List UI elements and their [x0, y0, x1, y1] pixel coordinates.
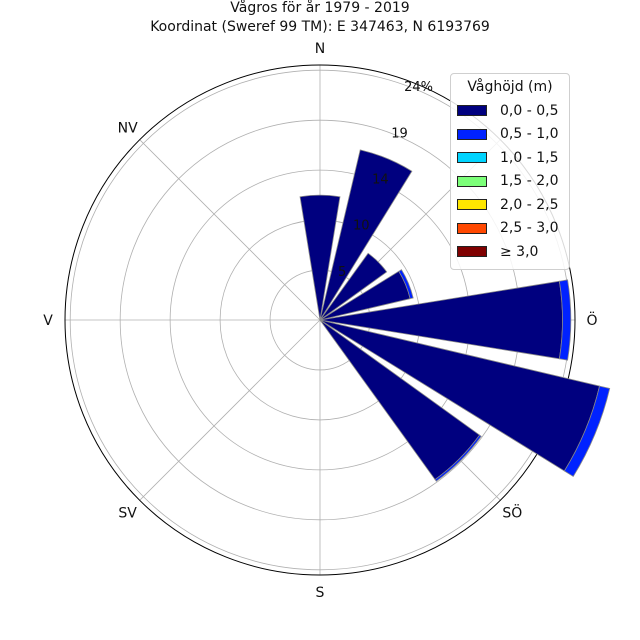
grid-spoke [139, 139, 321, 321]
legend-label: 1,5 - 2,0 [500, 173, 559, 190]
legend-entry: 2,5 - 3,0 [451, 217, 569, 241]
legend: Våghöjd (m) 0,0 - 0,5 0,5 - 1,0 1,0 - 1,5 1… [450, 73, 570, 270]
radial-ticks: 5 10 14 19 24% [338, 80, 433, 280]
legend-entry: 2,0 - 2,5 [451, 193, 569, 217]
sector-bar [319, 149, 413, 321]
legend-swatch [457, 222, 487, 234]
sector-bar [398, 269, 414, 300]
legend-swatch [457, 128, 487, 140]
direction-label: SV [118, 505, 137, 521]
sector-bar [299, 194, 341, 321]
direction-label: S [316, 585, 325, 601]
legend-entry: 0,0 - 0,5 [451, 99, 569, 123]
direction-label: Ö [586, 311, 597, 329]
legend-entries: 0,0 - 0,5 0,5 - 1,0 1,0 - 1,5 1,5 - 2,0 2,0 … [451, 99, 569, 264]
legend-entry: 1,0 - 1,5 [451, 146, 569, 170]
chart-title: Vågros för år 1979 - 2019 [230, 0, 410, 16]
sector-bar [434, 434, 482, 482]
legend-label: 2,5 - 3,0 [500, 220, 559, 237]
outer-ring [64, 64, 576, 576]
radial-tick-label: 19 [391, 126, 408, 141]
legend-label: 2,0 - 2,5 [500, 196, 559, 213]
legend-entry: 0,5 - 1,0 [451, 123, 569, 147]
direction-label: V [43, 313, 53, 329]
chart-subtitle: Koordinat (Sweref 99 TM): E 347463, N 61… [150, 19, 490, 35]
legend-swatch [457, 105, 487, 117]
sector-bars [299, 149, 611, 482]
legend-swatch [457, 246, 487, 258]
direction-label: SÖ [502, 503, 522, 521]
legend-title: Våghöjd (m) [467, 79, 553, 95]
legend-entry: 1,5 - 2,0 [451, 170, 569, 194]
legend-entry: ≥ 3,0 [451, 240, 569, 264]
legend-label: 1,0 - 1,5 [500, 149, 559, 166]
direction-label: NV [118, 121, 138, 137]
grid-spoke [139, 319, 321, 501]
legend-label: 0,0 - 0,5 [500, 102, 559, 119]
radial-tick-label: 5 [338, 265, 346, 280]
legend-swatch [457, 152, 487, 164]
legend-label: ≥ 3,0 [500, 243, 539, 260]
legend-label: 0,5 - 1,0 [500, 126, 559, 143]
radial-tick-label: 24% [404, 80, 433, 95]
sector-bar [319, 252, 388, 321]
direction-labels: N Ö SÖ S SV V NV [43, 41, 597, 601]
sector-bar [563, 385, 611, 477]
legend-swatch [457, 199, 487, 211]
legend-swatch [457, 175, 487, 187]
radial-tick-label: 14 [372, 173, 389, 188]
radial-tick-label: 10 [353, 219, 370, 234]
sector-bar [558, 279, 572, 361]
direction-label: N [315, 41, 325, 57]
